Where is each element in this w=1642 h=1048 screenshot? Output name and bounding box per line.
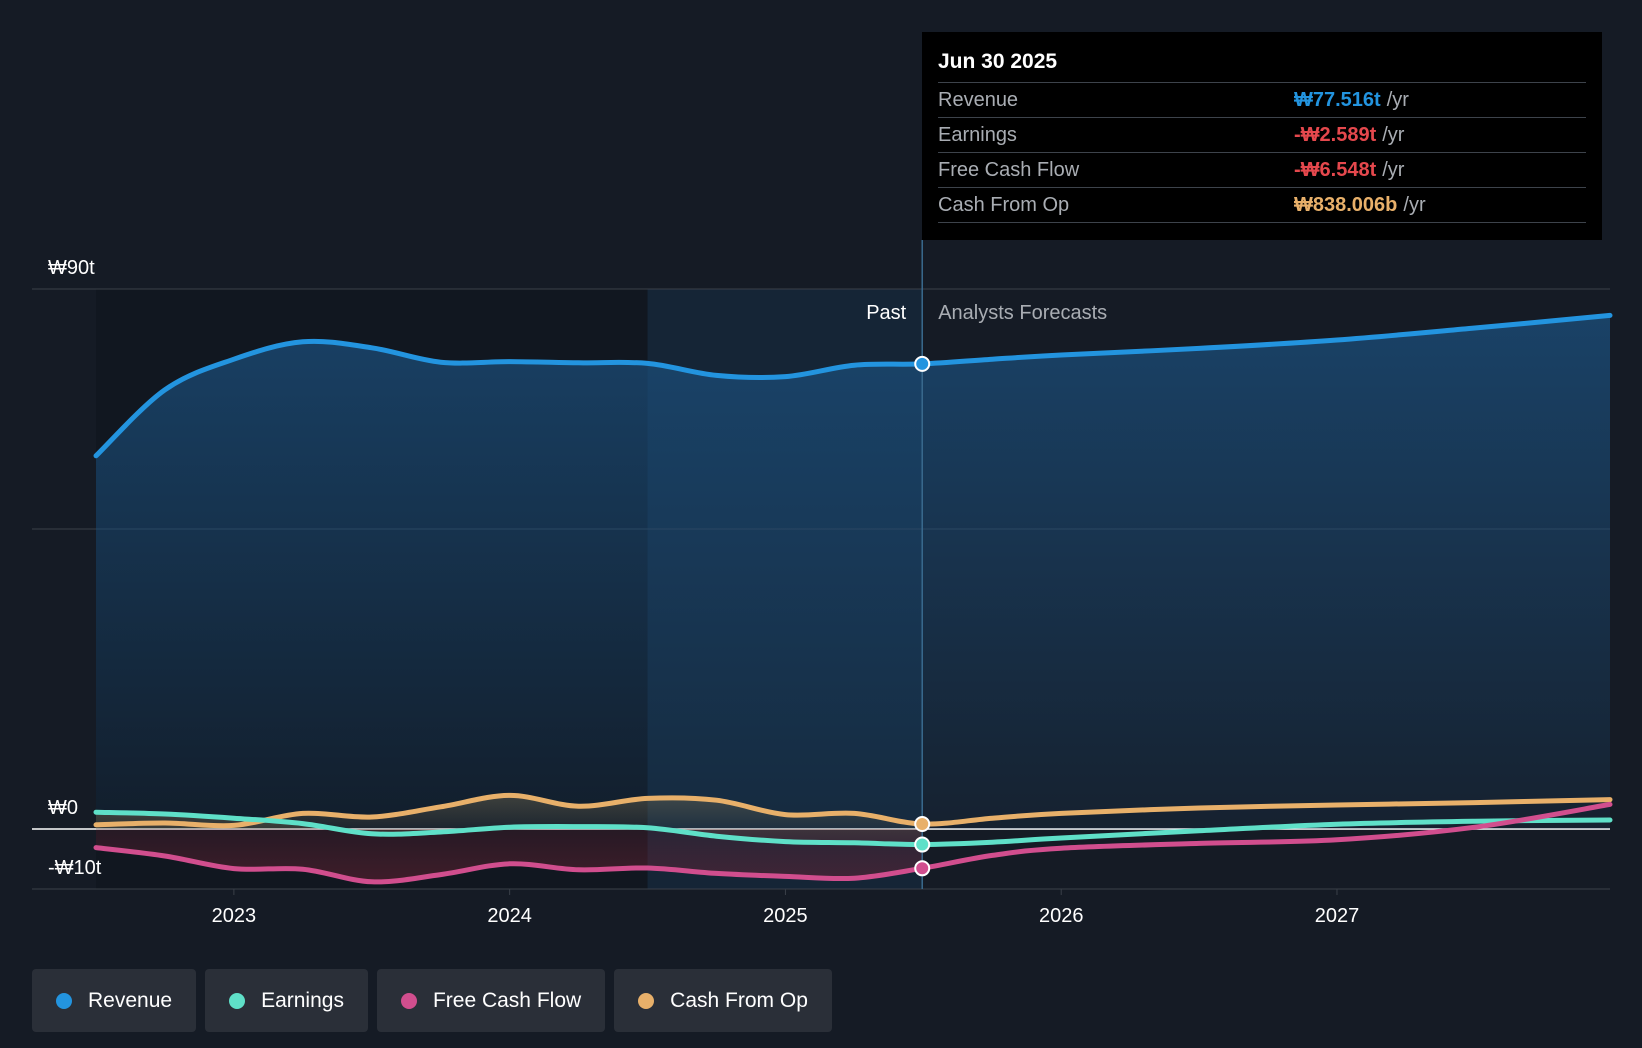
y-axis-labels: ₩90t ₩0 -₩10t bbox=[48, 257, 102, 879]
x-tick-label: 2023 bbox=[212, 905, 257, 927]
tooltip-value: ₩77.516t bbox=[1294, 89, 1381, 111]
tooltip-value: -₩2.589t bbox=[1294, 124, 1377, 146]
tooltip-name: Earnings bbox=[938, 124, 1017, 146]
tooltip-unit: /yr bbox=[1382, 124, 1405, 146]
tooltip-value: ₩838.006b bbox=[1294, 194, 1398, 216]
x-tick-label: 2025 bbox=[763, 905, 808, 927]
earnings-marker bbox=[914, 836, 931, 853]
earnings-line bbox=[93, 809, 1613, 848]
tooltip: Jun 30 2025 Revenue ₩77.516t /yr Earning… bbox=[922, 32, 1602, 240]
revenue-area bbox=[96, 315, 1610, 829]
forecast-label: Analysts Forecasts bbox=[938, 302, 1107, 324]
tooltip-row-cash-from-op: Cash From Op ₩838.006b /yr bbox=[938, 188, 1586, 223]
free-cash-flow-marker bbox=[914, 860, 931, 877]
legend-label: Earnings bbox=[261, 988, 344, 1012]
revenue-line bbox=[93, 312, 1613, 459]
revenue-marker bbox=[914, 355, 931, 372]
series-lines bbox=[93, 312, 1613, 885]
tooltip-unit: /yr bbox=[1382, 159, 1405, 181]
legend-item-cash-from-op[interactable]: Cash From Op bbox=[614, 969, 832, 1032]
x-tick-label: 2027 bbox=[1315, 905, 1360, 927]
tooltip-row-free-cash-flow: Free Cash Flow -₩6.548t /yr bbox=[938, 153, 1586, 188]
x-tick-label: 2026 bbox=[1039, 905, 1084, 927]
cash-from-op-marker bbox=[914, 815, 931, 832]
past-label: Past bbox=[866, 302, 906, 324]
y-tick-label: ₩90t bbox=[48, 257, 95, 279]
tooltip-name: Cash From Op bbox=[938, 194, 1070, 216]
legend-dot-icon bbox=[400, 992, 417, 1009]
legend: Revenue Earnings Free Cash Flow Cash Fro… bbox=[32, 969, 832, 1032]
tooltip-unit: /yr bbox=[1386, 89, 1409, 111]
hover-markers bbox=[914, 355, 931, 877]
cash-from-op-area bbox=[96, 795, 923, 829]
financial-chart: ₩90t ₩0 -₩10t 2023 2024 2025 2026 2027 Past An… bbox=[32, 240, 1613, 927]
x-tick-label: 2024 bbox=[487, 905, 532, 927]
tooltip-date: Jun 30 2025 bbox=[938, 46, 1586, 83]
y-tick-label: -₩10t bbox=[48, 857, 102, 879]
tooltip-name: Revenue bbox=[938, 89, 1019, 111]
legend-item-revenue[interactable]: Revenue bbox=[32, 969, 197, 1032]
tooltip-name: Free Cash Flow bbox=[938, 159, 1080, 181]
tooltip-value: -₩6.548t bbox=[1294, 159, 1377, 181]
tooltip-row-earnings: Earnings -₩2.589t /yr bbox=[938, 118, 1586, 153]
legend-dot-icon bbox=[638, 992, 655, 1009]
legend-dot-icon bbox=[229, 992, 246, 1009]
free-cash-flow-line bbox=[93, 801, 1613, 885]
legend-label: Cash From Op bbox=[670, 988, 808, 1012]
legend-label: Revenue bbox=[88, 988, 173, 1012]
cash-from-op-line bbox=[93, 792, 1613, 829]
tooltip-unit: /yr bbox=[1403, 194, 1426, 216]
legend-item-earnings[interactable]: Earnings bbox=[205, 969, 368, 1032]
series-areas bbox=[96, 315, 1610, 882]
legend-dot-icon bbox=[56, 992, 72, 1009]
tooltip-row-revenue: Revenue ₩77.516t /yr bbox=[938, 83, 1586, 118]
legend-item-free-cash-flow[interactable]: Free Cash Flow bbox=[376, 969, 606, 1032]
y-tick-label: ₩0 bbox=[48, 797, 78, 819]
x-axis-labels: 2023 2024 2025 2026 2027 bbox=[212, 889, 1360, 927]
legend-label: Free Cash Flow bbox=[432, 988, 582, 1012]
